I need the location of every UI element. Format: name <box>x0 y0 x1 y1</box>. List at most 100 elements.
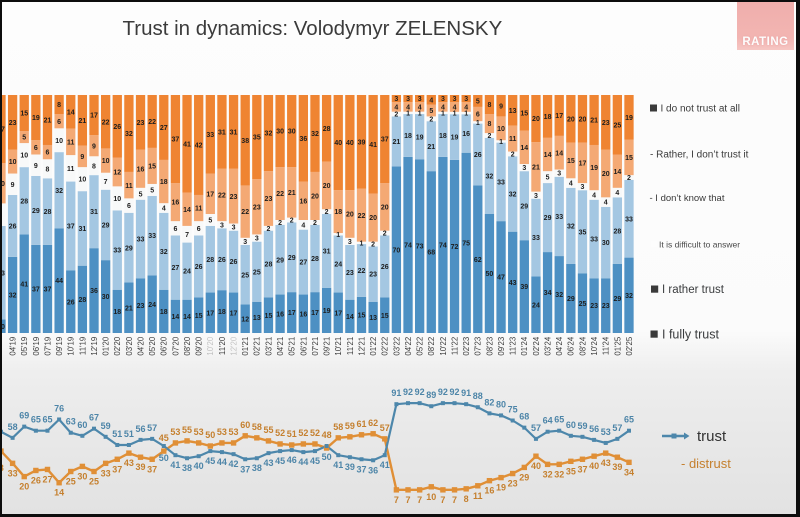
svg-text:13: 13 <box>369 315 377 322</box>
svg-text:30: 30 <box>77 471 87 481</box>
svg-text:12'20: 12'20 <box>229 336 238 355</box>
svg-text:06'24: 06'24 <box>567 336 576 355</box>
svg-text:12'19: 12'19 <box>90 337 99 356</box>
svg-text:72: 72 <box>451 244 459 251</box>
svg-text:1: 1 <box>406 110 410 117</box>
svg-text:5: 5 <box>546 175 550 182</box>
svg-text:57: 57 <box>531 423 541 433</box>
svg-text:3: 3 <box>243 239 247 246</box>
svg-text:29: 29 <box>519 472 529 482</box>
svg-text:50: 50 <box>159 453 169 463</box>
svg-text:24: 24 <box>148 302 156 309</box>
svg-text:37: 37 <box>147 464 157 474</box>
svg-text:41: 41 <box>183 141 191 148</box>
svg-text:51: 51 <box>112 429 122 439</box>
svg-text:18: 18 <box>160 309 168 316</box>
svg-text:4: 4 <box>162 206 166 213</box>
svg-text:19: 19 <box>590 165 598 172</box>
svg-text:3: 3 <box>406 96 410 103</box>
svg-text:57: 57 <box>380 423 390 433</box>
svg-text:10: 10 <box>113 196 121 203</box>
svg-text:29: 29 <box>520 203 528 210</box>
svg-text:42: 42 <box>229 459 239 469</box>
svg-text:20: 20 <box>346 212 354 219</box>
svg-text:41: 41 <box>333 460 343 470</box>
svg-text:11'20: 11'20 <box>218 336 227 355</box>
svg-text:19: 19 <box>323 308 331 315</box>
svg-text:8: 8 <box>92 163 96 170</box>
svg-text:1: 1 <box>464 111 468 118</box>
svg-text:39: 39 <box>612 462 622 472</box>
svg-text:26: 26 <box>67 299 75 306</box>
svg-text:8: 8 <box>487 102 491 109</box>
svg-text:34: 34 <box>544 290 552 297</box>
svg-text:42: 42 <box>195 143 203 150</box>
svg-text:2: 2 <box>627 175 631 182</box>
svg-text:4: 4 <box>453 105 457 112</box>
svg-text:33: 33 <box>206 132 214 139</box>
svg-text:44: 44 <box>217 457 227 467</box>
svg-text:38: 38 <box>252 463 262 473</box>
svg-text:37: 37 <box>381 137 389 144</box>
svg-text:26: 26 <box>474 152 482 159</box>
svg-text:36: 36 <box>90 288 98 295</box>
svg-text:31: 31 <box>78 226 86 233</box>
svg-text:8: 8 <box>57 102 61 109</box>
svg-text:7: 7 <box>104 179 108 186</box>
svg-text:38: 38 <box>182 463 192 473</box>
svg-text:44: 44 <box>298 457 308 467</box>
svg-text:7: 7 <box>417 495 422 505</box>
svg-text:02'20: 02'20 <box>113 336 122 355</box>
svg-text:04'24: 04'24 <box>555 336 564 355</box>
svg-text:40: 40 <box>531 461 541 471</box>
svg-text:56: 56 <box>136 424 146 434</box>
svg-text:53: 53 <box>194 427 204 437</box>
svg-text:36: 36 <box>299 136 307 143</box>
svg-text:53: 53 <box>170 427 180 437</box>
svg-text:58: 58 <box>333 422 343 432</box>
svg-text:37: 37 <box>44 287 52 294</box>
svg-text:32: 32 <box>543 469 553 479</box>
svg-text:67: 67 <box>89 413 99 423</box>
svg-text:06'20: 06'20 <box>160 336 169 355</box>
svg-text:4: 4 <box>441 105 445 112</box>
svg-text:55: 55 <box>182 425 192 435</box>
svg-text:2: 2 <box>278 220 282 227</box>
svg-text:57: 57 <box>147 423 157 433</box>
svg-text:43: 43 <box>509 280 517 287</box>
svg-text:6: 6 <box>476 112 480 119</box>
svg-text:05'21: 05'21 <box>288 337 297 356</box>
svg-text:39: 39 <box>358 139 366 146</box>
svg-text:65: 65 <box>42 415 52 425</box>
svg-text:4: 4 <box>464 105 468 112</box>
svg-text:25: 25 <box>579 301 587 308</box>
svg-text:15: 15 <box>625 155 633 162</box>
svg-text:11'24: 11'24 <box>602 336 611 355</box>
svg-text:41: 41 <box>170 460 180 470</box>
svg-text:69: 69 <box>19 411 29 421</box>
svg-text:2: 2 <box>290 218 294 225</box>
svg-text:04'22: 04'22 <box>404 337 413 356</box>
svg-text:10: 10 <box>497 126 505 133</box>
svg-text:45: 45 <box>159 433 169 443</box>
svg-text:21: 21 <box>392 139 400 146</box>
svg-text:9: 9 <box>80 154 84 161</box>
svg-text:12'21: 12'21 <box>357 337 366 356</box>
svg-text:25: 25 <box>253 269 261 276</box>
svg-text:26: 26 <box>31 475 41 485</box>
svg-text:3: 3 <box>348 239 352 246</box>
svg-text:28: 28 <box>323 126 331 133</box>
svg-text:5: 5 <box>22 135 26 142</box>
svg-text:2: 2 <box>325 209 329 216</box>
svg-text:14: 14 <box>346 314 354 321</box>
svg-text:62: 62 <box>368 418 378 428</box>
svg-text:05'20: 05'20 <box>148 336 157 355</box>
svg-text:1: 1 <box>476 120 480 127</box>
svg-text:trust: trust <box>697 428 727 445</box>
svg-text:21: 21 <box>532 164 540 171</box>
svg-text:22: 22 <box>358 213 366 220</box>
svg-text:20: 20 <box>19 482 29 492</box>
svg-text:18: 18 <box>334 209 342 216</box>
svg-text:08'20: 08'20 <box>183 336 192 355</box>
svg-text:1: 1 <box>499 139 503 146</box>
